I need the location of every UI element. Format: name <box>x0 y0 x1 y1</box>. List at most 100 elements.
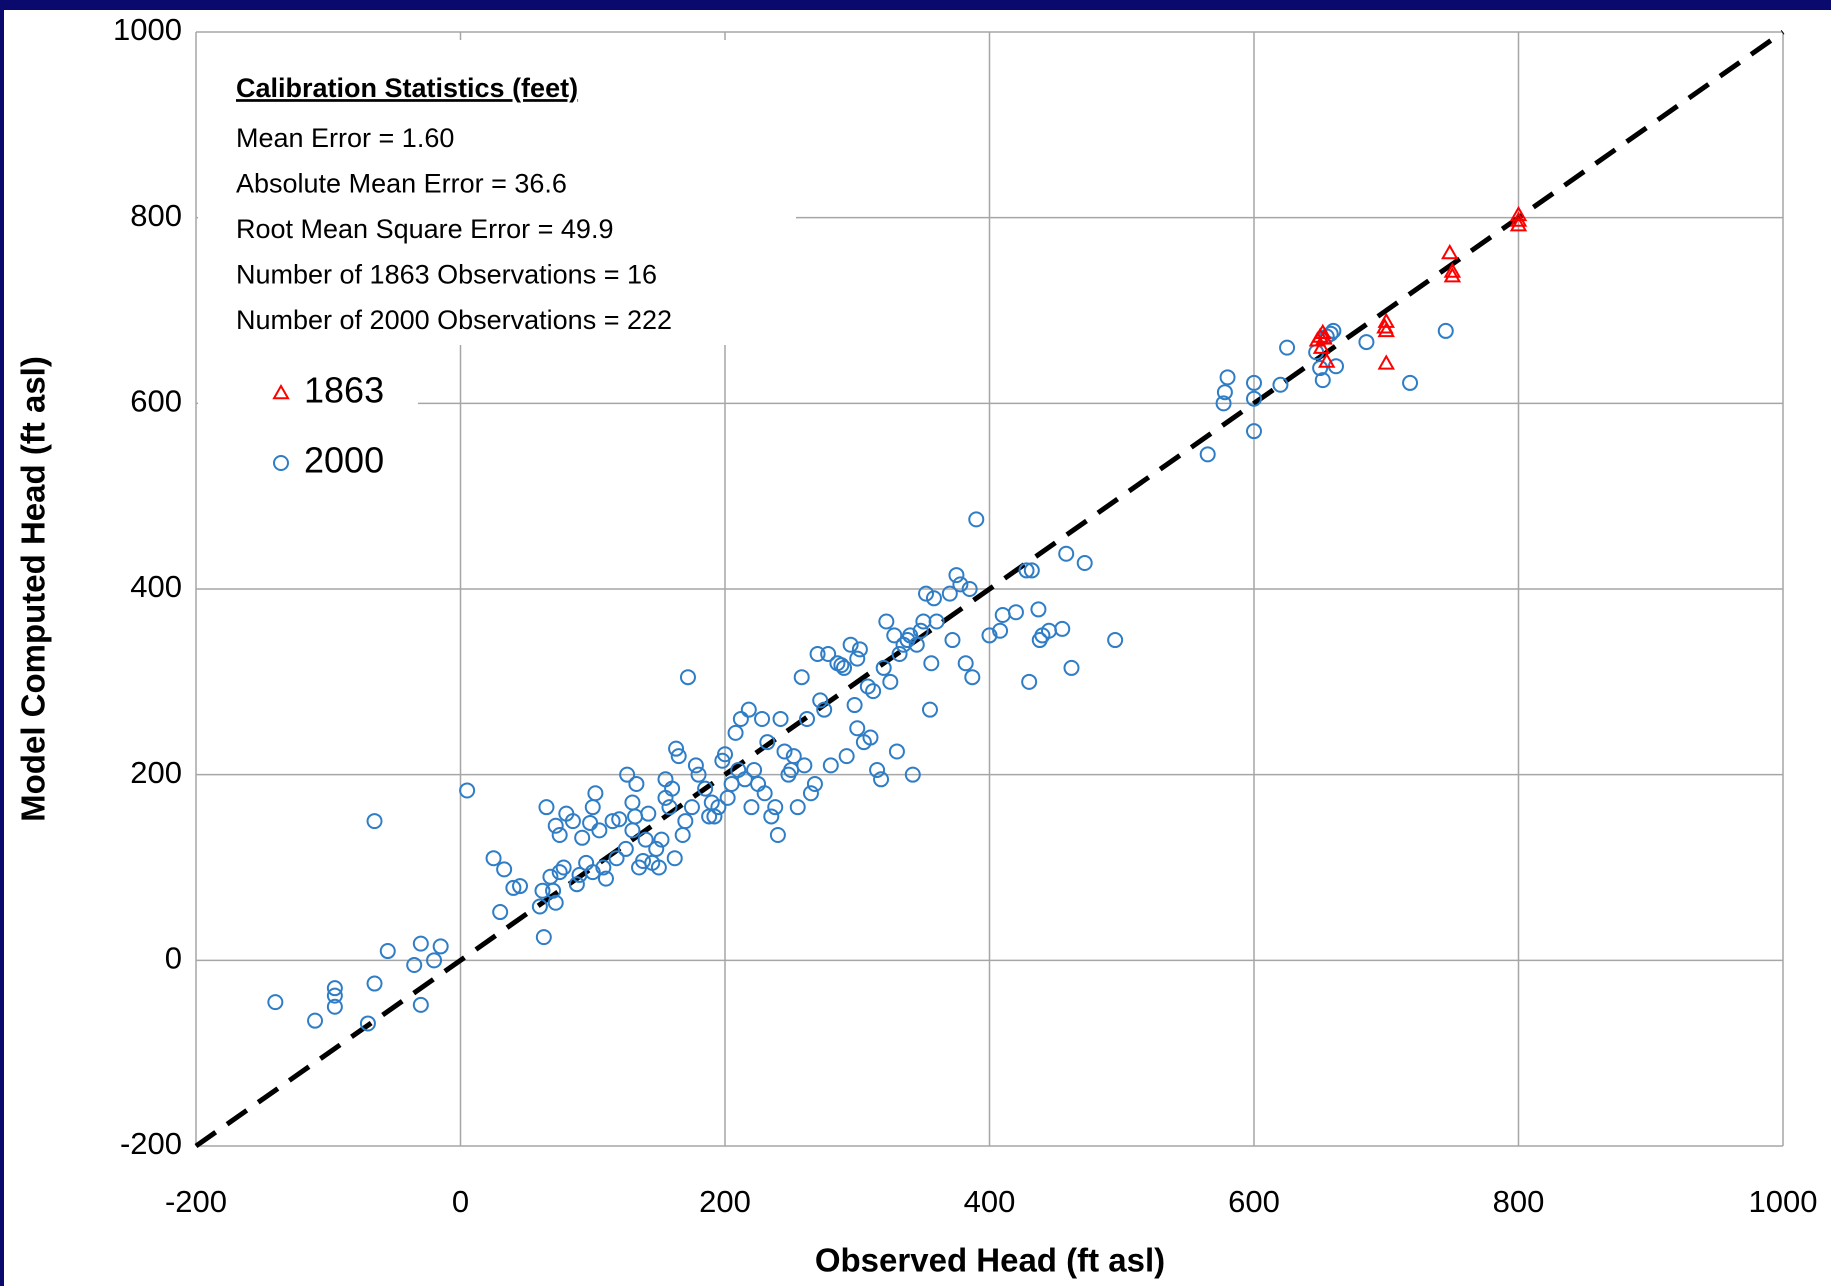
legend-box <box>198 360 418 500</box>
legend-label: 1863 <box>304 370 384 411</box>
circle-marker <box>891 645 908 662</box>
circle-marker <box>1402 374 1419 391</box>
circle-marker <box>687 757 704 774</box>
legend: 1863 2000 <box>272 370 384 481</box>
circle-marker <box>948 567 965 584</box>
triangle-marker <box>1441 243 1459 260</box>
circle-marker <box>426 952 443 969</box>
circle-marker <box>635 853 652 870</box>
circle-marker <box>849 650 866 667</box>
circle-marker <box>888 743 905 760</box>
circle-marker <box>531 898 548 915</box>
circle-marker <box>406 956 423 973</box>
legend-label: 2000 <box>304 440 384 481</box>
circle-marker <box>307 1012 324 1029</box>
circle-marker <box>706 808 723 825</box>
circle-marker <box>796 757 813 774</box>
triangle-marker <box>1509 216 1528 232</box>
circle-marker <box>875 659 892 676</box>
circle-marker <box>326 998 343 1015</box>
top-frame <box>0 0 1831 10</box>
y-tick-label: 200 <box>130 755 182 790</box>
circle-marker <box>496 861 513 878</box>
circle-marker <box>584 799 601 816</box>
x-tick-label: 600 <box>1228 1184 1280 1219</box>
triangle-marker <box>1314 323 1332 340</box>
triangle-marker <box>1377 312 1395 328</box>
circle-marker <box>679 669 696 686</box>
circle-marker <box>597 870 614 887</box>
circle-marker <box>697 780 714 797</box>
circle-marker <box>944 632 961 649</box>
x-tick-label: -200 <box>165 1184 227 1219</box>
circle-marker <box>677 813 694 830</box>
circle-marker <box>710 799 727 816</box>
circle-marker <box>740 701 757 718</box>
circle-marker <box>798 710 815 727</box>
circle-marker <box>505 879 522 896</box>
circle-marker <box>534 882 551 899</box>
circle-marker <box>878 613 895 630</box>
circle-marker <box>865 683 882 700</box>
circle-marker <box>809 645 826 662</box>
circle-marker <box>366 975 383 992</box>
circle-marker <box>873 771 890 788</box>
circle-marker <box>769 827 786 844</box>
circle-marker <box>273 455 289 471</box>
circle-marker <box>961 581 978 597</box>
circle-marker <box>833 657 850 674</box>
circle-marker <box>1312 360 1329 377</box>
circle-marker <box>806 775 823 792</box>
triangle-marker <box>272 383 290 400</box>
circle-marker <box>772 710 789 727</box>
triangle-marker <box>1376 318 1394 334</box>
circle-marker <box>690 766 707 783</box>
circle-marker <box>859 678 876 695</box>
x-tick-label: 200 <box>699 1184 751 1219</box>
stats-line: Absolute Mean Error = 36.6 <box>236 169 567 199</box>
circle-marker <box>820 645 837 662</box>
circle-marker <box>412 996 429 1013</box>
circle-marker <box>1216 384 1233 401</box>
circle-marker <box>564 813 581 830</box>
circle-marker <box>1063 659 1080 676</box>
y-tick-label: 800 <box>130 198 182 233</box>
circle-marker <box>412 935 429 952</box>
circle-marker <box>512 878 529 895</box>
circle-marker <box>619 766 636 783</box>
circle-marker <box>683 799 700 816</box>
circle-marker <box>591 822 608 839</box>
stats-box <box>198 40 796 345</box>
circle-marker <box>582 814 599 831</box>
circle-marker <box>727 724 744 741</box>
circle-marker <box>1058 545 1075 562</box>
circle-marker <box>608 850 625 867</box>
circle-marker <box>851 641 868 658</box>
circle-marker <box>611 811 628 828</box>
circle-marker <box>743 799 760 816</box>
circle-marker <box>547 817 564 834</box>
circle-marker <box>595 859 612 876</box>
circle-marker <box>849 720 866 737</box>
circle-marker <box>1272 376 1289 393</box>
circle-marker <box>1030 601 1047 618</box>
circle-marker <box>547 894 564 911</box>
circle-marker <box>981 627 998 644</box>
circle-marker <box>551 864 568 881</box>
circle-marker <box>785 748 802 765</box>
circle-marker <box>756 785 773 802</box>
circle-marker <box>921 701 938 718</box>
circle-marker <box>670 748 687 765</box>
circle-marker <box>664 780 681 797</box>
circle-marker <box>653 831 670 848</box>
circle-marker <box>754 710 771 727</box>
left-frame <box>0 0 4 1286</box>
circle-marker <box>551 827 568 844</box>
circle-marker <box>882 673 899 690</box>
circle-marker <box>717 746 733 763</box>
y-tick-label: -200 <box>120 1126 182 1161</box>
y-tick-label: 0 <box>165 941 182 976</box>
circle-marker <box>359 1015 376 1032</box>
circle-marker <box>624 794 641 811</box>
circle-marker <box>789 799 806 816</box>
